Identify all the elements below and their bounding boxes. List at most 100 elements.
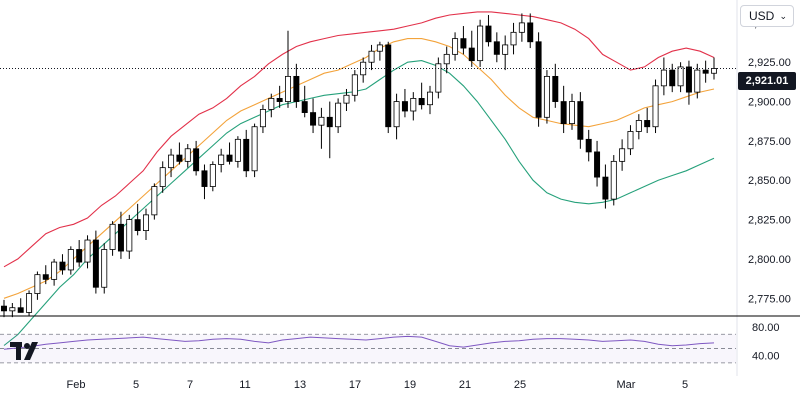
candle-body [677,66,684,87]
candle-body [218,154,225,165]
time-tick-label: 7 [187,379,193,391]
price-tick-label: 2,800.00 [748,254,791,266]
candle-body [694,69,701,93]
candle-body [619,148,626,162]
candle-body [460,38,467,49]
candle-body [276,98,283,102]
candle-body [610,160,617,200]
tradingview-logo [10,342,38,360]
time-tick-label: 5 [682,379,688,391]
candle-body [143,214,149,231]
candle-body [268,98,275,110]
candle-body [26,293,33,313]
candle-body [644,120,651,128]
candle-body [351,74,358,96]
candle-body [42,274,49,280]
candle-body [468,47,475,62]
candle-body [126,219,133,252]
bollinger-middle-band [3,38,715,299]
candle-body [543,75,550,118]
candle-body [326,116,333,128]
candle-body [552,75,559,102]
price-tick-label: 2,925.00 [748,57,791,69]
time-tick-label: 13 [294,379,306,391]
candle-body [510,31,517,46]
candle-body [435,63,442,93]
candle-body [176,154,183,162]
candle-body [1,305,7,312]
candle-body [109,223,116,250]
candle-body [535,41,542,118]
bollinger-upper-band [3,11,715,268]
currency-selector[interactable]: USD ⌄ [740,5,794,27]
candle-body [401,101,408,112]
candle-body [234,138,241,162]
candle-body [285,75,291,102]
candle-body [627,131,634,150]
candle-body [84,239,91,263]
price-tick-label: 2,900.00 [748,97,791,109]
candle-body [452,38,459,55]
candle-body [318,116,325,126]
candle-body [427,91,433,106]
last-price-badge: 2,921.01 [738,72,796,90]
time-tick-label: 19 [404,379,416,391]
candle-body [226,154,233,162]
candle-body [585,138,592,153]
candle-body [560,101,567,124]
chevron-down-icon: ⌄ [779,10,787,21]
candle-body [134,219,141,231]
candle-body [310,112,317,126]
candle-body [602,176,609,200]
candle-body [9,307,16,312]
time-tick-label: 5 [133,379,139,391]
time-tick-label: 17 [349,379,361,391]
candle-body [493,41,500,55]
candle-body [168,154,175,169]
candle-body [410,98,417,112]
candle-body [251,126,258,172]
candle-body [34,274,41,294]
candle-body [76,249,83,263]
time-tick-label: 25 [514,379,526,391]
time-tick-label: 21 [459,379,471,391]
candle-body [685,66,692,93]
candle-body [101,249,108,288]
price-tick-label: 2,825.00 [748,215,791,227]
candle-body [569,101,575,124]
candle-body [259,109,266,128]
candle-body [527,22,534,43]
candle-body [343,94,350,104]
candle-body [293,75,300,102]
bollinger-lower-band [3,60,715,346]
candle-body [385,44,392,128]
candle-body [335,102,342,128]
candle-body [477,25,484,62]
candle-body [594,151,601,178]
candle-body [201,170,208,187]
rsi-tick-label: 80.00 [752,322,780,334]
candle-body [184,148,191,162]
candle-body [243,138,250,172]
time-tick-label: Feb [67,379,86,391]
candle-body [485,25,492,43]
candle-body [193,148,200,172]
candle-body [443,53,450,65]
candle-body [376,44,383,52]
candle-body [151,186,158,216]
candle-body [159,167,166,187]
candle-body [117,223,124,252]
candle-body [577,101,584,140]
candle-body [635,120,642,132]
candle-body [92,239,99,288]
rsi-tick-label: 40.00 [752,351,780,363]
candle-body [393,101,400,128]
rsi-line [3,335,715,350]
price-tick-label: 2,875.00 [748,136,791,148]
price-tick-label: 2,850.00 [748,175,791,187]
candle-body [669,69,676,87]
time-tick-label: Mar [617,379,636,391]
candle-body [711,68,717,74]
